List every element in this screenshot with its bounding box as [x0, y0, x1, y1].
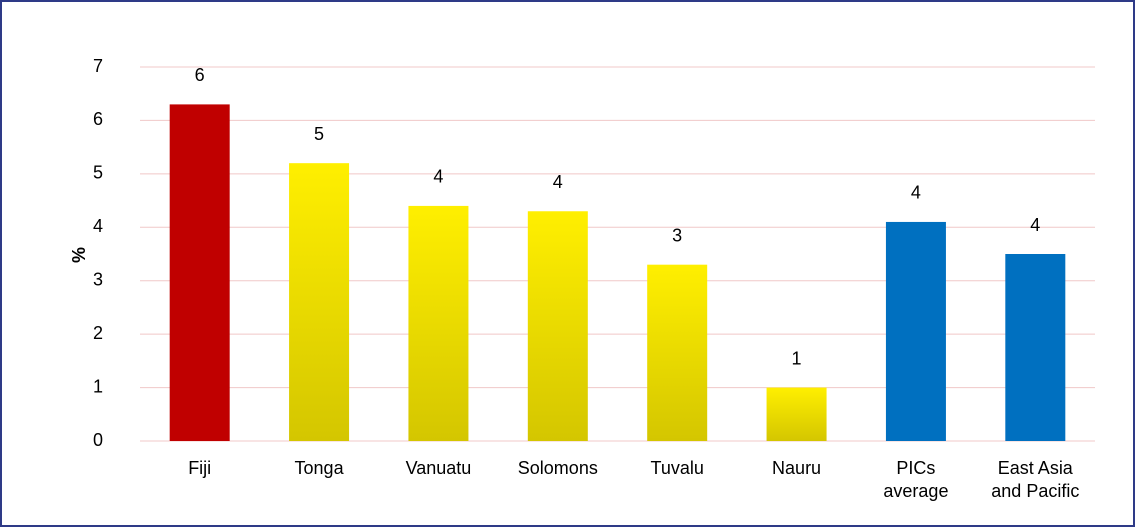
bar — [885, 221, 946, 441]
y-tick-label: 5 — [93, 163, 103, 183]
bar — [647, 264, 708, 441]
y-tick-label: 6 — [93, 109, 103, 129]
x-tick-label: Fiji — [188, 458, 211, 478]
x-tick-label: Vanuatu — [406, 458, 472, 478]
data-label: 5 — [314, 124, 324, 144]
bar — [408, 205, 469, 441]
y-tick-label: 3 — [93, 269, 103, 289]
data-label: 4 — [553, 172, 563, 192]
data-label: 4 — [433, 167, 443, 187]
bar — [169, 104, 230, 442]
y-tick-label: 2 — [93, 323, 103, 343]
bar — [1005, 254, 1066, 441]
data-label: 4 — [911, 183, 921, 203]
x-tick-label: Nauru — [772, 458, 821, 478]
bar — [289, 163, 350, 441]
x-tick-label: Solomons — [518, 458, 598, 478]
y-tick-label: 1 — [93, 376, 103, 396]
x-tick-label: Tonga — [295, 458, 345, 478]
y-tick-label: 4 — [93, 216, 103, 236]
y-axis-label: % — [69, 247, 89, 263]
bar — [527, 211, 588, 441]
data-label: 1 — [792, 348, 802, 368]
x-tick-label: East Asia and Pacific — [991, 458, 1079, 501]
data-label: 3 — [672, 225, 682, 245]
bar — [766, 387, 827, 441]
y-tick-label: 0 — [93, 430, 103, 450]
data-label: 4 — [1030, 215, 1040, 235]
y-tick-label: 7 — [93, 56, 103, 76]
x-tick-label: PICs average — [883, 458, 948, 501]
x-tick-label: Tuvalu — [651, 458, 704, 478]
data-label: 6 — [195, 65, 205, 85]
